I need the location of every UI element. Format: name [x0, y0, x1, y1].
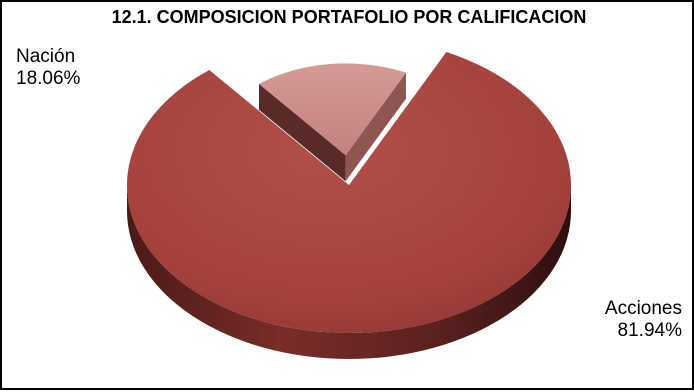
slice-nacion-face-right — [345, 72, 406, 182]
slice-nacion-face-left — [258, 83, 346, 182]
slice-value-acciones: 81.94% — [617, 320, 682, 341]
chart-title: 12.1. COMPOSICION PORTAFOLIO POR CALIFIC… — [111, 7, 587, 27]
slice-value-nacion: 18.06% — [16, 68, 81, 89]
slice-acciones — [127, 51, 572, 334]
slice-label-nacion: Nación 18.06% — [16, 46, 80, 90]
slice-nacion — [258, 63, 406, 156]
slice-name-acciones: Acciones — [604, 298, 682, 319]
slice-label-acciones: Acciones 81.94% — [605, 298, 682, 342]
slice-name-nacion: Nación — [16, 46, 76, 67]
slice-acciones-side — [127, 185, 571, 359]
